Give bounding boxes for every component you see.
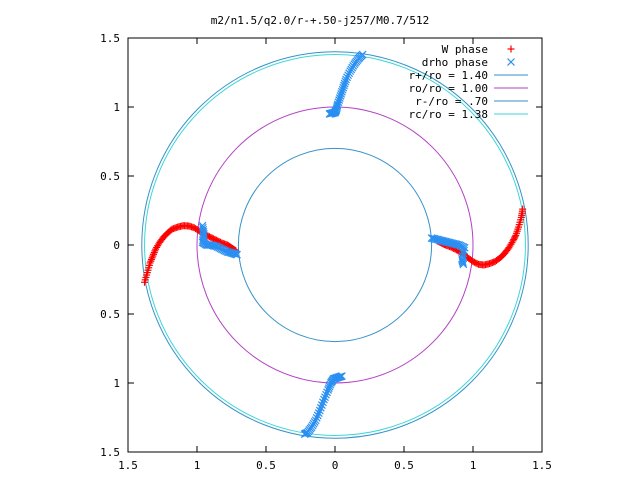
series-1-fill-4-3 [211,242,219,250]
tick-layer: 1.5 1 0.5 0 0.5 1 1.51.510.500.511.5 [100,32,552,472]
series-1-fill-37-3 [312,413,321,422]
series-1-fill-17-1 [343,73,351,82]
series-1-fill-35-1 [323,388,331,397]
series-1-fill-17-3 [345,69,354,78]
series-1-fill-16-1 [340,81,348,90]
series-1-point-35 [324,385,333,394]
ytick-label-0: 1.5 [100,446,120,459]
series-1-fill-36-2 [317,401,326,410]
xtick-label-6: 1.5 [532,459,552,472]
ytick-label-6: 1.5 [100,32,120,45]
series-1-fill-37-1 [314,409,323,417]
legend-label-circle-0: r+/ro = 1.40 [409,69,488,82]
series-1-fill-37-2 [313,411,322,420]
series-1-point-15 [336,92,345,100]
legend-marker-series-0 [507,45,515,53]
series-1-fill-15-3 [338,85,347,94]
series-0-point-3 [149,252,157,260]
legend-label-circle-3: rc/ro = 1.38 [409,108,488,121]
series-1-point-9 [233,250,241,259]
xtick-label-5: 1 [470,459,477,472]
series-1-fill-16-3 [341,77,350,86]
series-1-fill-14-1 [334,98,343,107]
series-1-fill-13-2 [333,103,341,111]
series-1-fill-15-1 [337,89,346,98]
ytick-label-3: 0 [113,239,120,252]
series-0-fill-3-1 [150,250,158,258]
legend-label-series-0: W phase [442,43,488,56]
series-1-point-14 [333,100,342,109]
circle-3 [144,54,526,436]
series-1-fill-16-2 [340,79,349,88]
legend-label-series-1: drho phase [422,56,488,69]
xtick-label-3: 0 [332,459,339,472]
series-1-fill-17-2 [344,71,353,80]
series-1 [198,50,469,438]
xtick-label-0: 1.5 [118,459,138,472]
data-layer [141,50,529,439]
series-1-point-17 [342,75,350,84]
xtick-label-4: 0.5 [394,459,414,472]
ytick-label-4: 0.5 [100,170,120,183]
series-1-fill-14-3 [335,94,344,102]
series-1-point-37 [315,406,324,415]
series-0-fill-2-2 [147,255,155,263]
xtick-label-1: 1 [194,459,201,472]
series-1-fill-35-2 [322,390,330,399]
ytick-label-1: 1 [113,377,120,390]
series-1-fill-35-3 [321,393,329,402]
series-0-fill-3-2 [150,249,158,257]
series-0-fill-2-3 [148,254,156,262]
series-1-point-36 [320,395,328,404]
series-1-fill-4-2 [209,241,218,250]
legend-label-circle-2: r-/ro = .70 [415,95,488,108]
legend-label-circle-1: ro/ro = 1.00 [409,82,488,95]
series-0 [141,205,527,286]
series-1-fill-36-1 [319,398,327,407]
series-0-point-2 [146,259,154,267]
ytick-label-2: 0.5 [100,308,120,321]
series-1-fill-26-2 [452,240,461,249]
circle-0 [141,51,529,439]
series-1-fill-14-2 [335,96,344,105]
series-1-fill-34-3 [324,384,333,393]
series-1-point-41 [300,430,309,438]
circle-2 [237,147,433,343]
series-1-fill-29-2 [458,257,467,266]
series-1-point-21 [358,50,367,59]
xtick-label-2: 0.5 [256,459,276,472]
series-1-fill-29-3 [459,259,467,267]
series-1-point-30 [459,260,468,269]
series-1-fill-36-3 [316,403,325,412]
series-1-fill-15-2 [337,87,346,96]
series-1-fill-26-3 [453,240,462,249]
legend-marker-series-1 [507,58,515,66]
series-0-fill-3-3 [151,247,159,255]
series-1-point-16 [339,83,348,92]
series-0-fill-2-1 [147,257,155,265]
ytick-label-5: 1 [113,101,120,114]
chart-title: m2/n1.5/q2.0/r-+.50-j257/M0.7/512 [211,14,430,27]
series-0-fill-24-3 [510,235,518,243]
